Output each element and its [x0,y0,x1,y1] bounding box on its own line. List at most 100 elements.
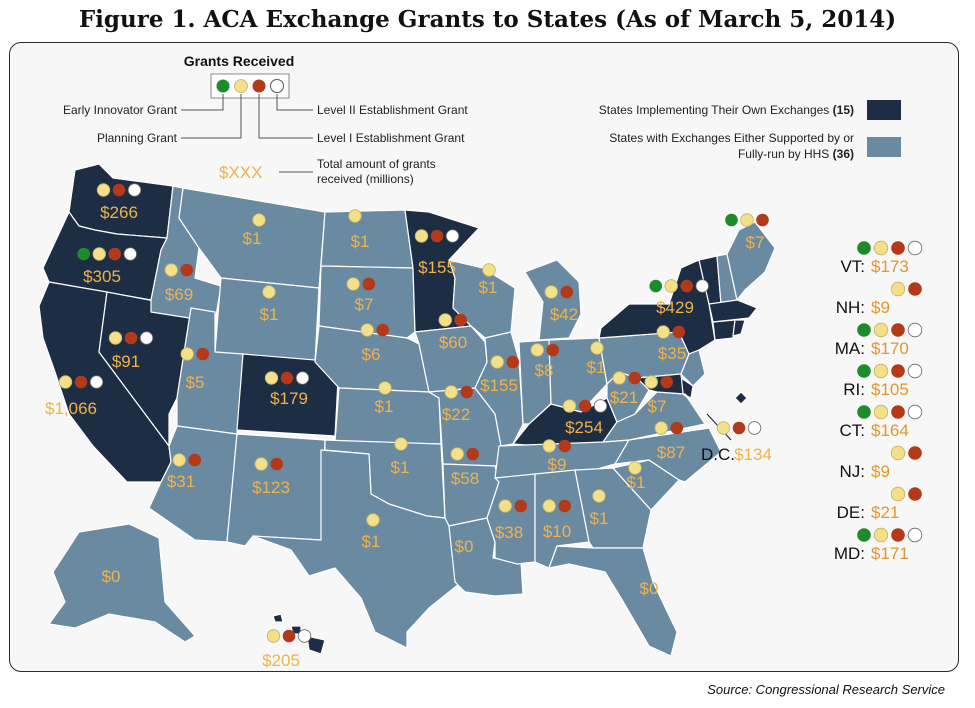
state-label-tx: $1 [362,513,380,551]
state-label-ia: $60 [438,313,467,352]
legend-own-label: States Implementing Their Own Exchanges … [599,103,854,117]
figure-title: Figure 1. ACA Exchange Grants to States … [78,6,897,33]
state-amount: $10 [543,522,571,541]
legend-hhs-swatch [867,137,901,157]
state-label-ak: $0 [102,567,121,586]
state-amount: $254 [565,418,603,437]
planning-dot [360,323,374,337]
state-amount: $1 [479,278,498,297]
state-hi-3 [306,635,326,655]
planning-dot [664,279,678,293]
side-list-item: VT: $173 [840,240,923,276]
planning-dot [348,209,362,223]
level1-dot [672,325,686,339]
planning-dot [108,331,123,345]
dc-marker [734,391,748,405]
level1-dot [891,323,905,337]
side-state-abbr: VT: [840,257,865,276]
planning-dot [890,281,906,297]
state-hi [272,613,284,623]
level1-dot [188,453,202,467]
state-amount: $1 [243,229,262,248]
planning-dot [366,513,380,527]
state-amount: $205 [262,651,300,670]
early-innovator-dot [857,241,871,255]
planning-dot [873,240,889,256]
state-amount: $21 [610,388,638,407]
level1-dot [891,528,905,542]
planning-dot [542,439,556,453]
state-amount: $8 [535,361,554,380]
state-amount: $22 [442,405,470,424]
state-amount: $1 [391,458,410,477]
legend-hhs-label-2: Fully-run by HHS (36) [738,147,854,161]
state-amount: $1 [351,232,370,251]
level1-dot [430,229,444,243]
state-label-mt: $1 [243,213,266,248]
state-ri [732,319,746,337]
state-label-nc: $87 [654,421,685,462]
legend-amount-desc-2: received (millions) [317,172,414,186]
side-list-item: RI: $105 [843,363,923,399]
planning-dot [542,499,556,513]
planning-dot [544,285,558,299]
state-amount: $134 [734,445,772,464]
state-amount: $179 [270,389,308,408]
side-list-item: MD: $171 [834,527,923,563]
state-label-az: $31 [167,453,202,491]
level1-dot [908,446,922,460]
side-state-amount: $164 [871,421,909,440]
state-amount: $31 [167,472,195,491]
state-label-ms: $38 [495,499,528,542]
planning-dot [644,375,658,389]
planning-dot [92,247,106,261]
state-label-ok: $1 [391,437,410,477]
planning-dot [740,213,754,227]
planning-dot [612,371,626,385]
side-state-amount: $9 [871,298,890,317]
planning-dot [654,421,668,435]
level1-dot [280,371,294,385]
state-label-ks: $1 [375,381,394,416]
state-label-sc: $1 [627,461,645,492]
side-list-item: NH: $9 [836,281,922,317]
level2-dot [270,79,284,93]
state-amount: $87 [657,443,685,462]
planning-dot [180,347,194,361]
early-innovator-dot [857,528,871,542]
state-label-nd: $1 [348,209,370,251]
planning-dot [262,285,276,299]
level1-dot [891,364,905,378]
state-label-co: $179 [264,371,310,408]
state-amount: $1,066 [45,399,97,418]
early-innovator-dot [649,279,663,293]
level1-dot [891,405,905,419]
level1-dot [680,279,694,293]
state-label-wv: $21 [610,371,642,407]
state-amount: $58 [451,469,479,488]
state-fl [548,545,678,657]
level1-dot [891,241,905,255]
state-amount: $91 [112,352,140,371]
legend-level1: Level I Establishment Grant [317,131,465,145]
state-amount: $1 [375,397,394,416]
planning-dot [590,341,604,355]
level1-dot [628,371,642,385]
early-innovator-dot [216,79,230,93]
planning-dot [716,421,731,435]
state-amount: $1 [587,358,606,377]
side-state-amount: $105 [871,380,909,399]
state-nj [680,349,706,387]
early-innovator-dot [77,247,91,261]
level2-dot [907,240,923,256]
level2-dot [89,375,104,389]
state-labels: $266$305$1,066$91$69$1$1$5$179$31 $123$1$… [45,183,772,670]
side-state-amount: $21 [871,503,899,522]
level2-dot [907,527,923,543]
state-label-oh: $1 [587,341,606,377]
exchange-type-legend: States Implementing Their Own Exchanges … [599,100,901,161]
planning-dot [378,381,392,395]
legend-early-innovator: Early Innovator Grant [63,103,178,117]
state-label-ga: $1 [590,489,608,528]
